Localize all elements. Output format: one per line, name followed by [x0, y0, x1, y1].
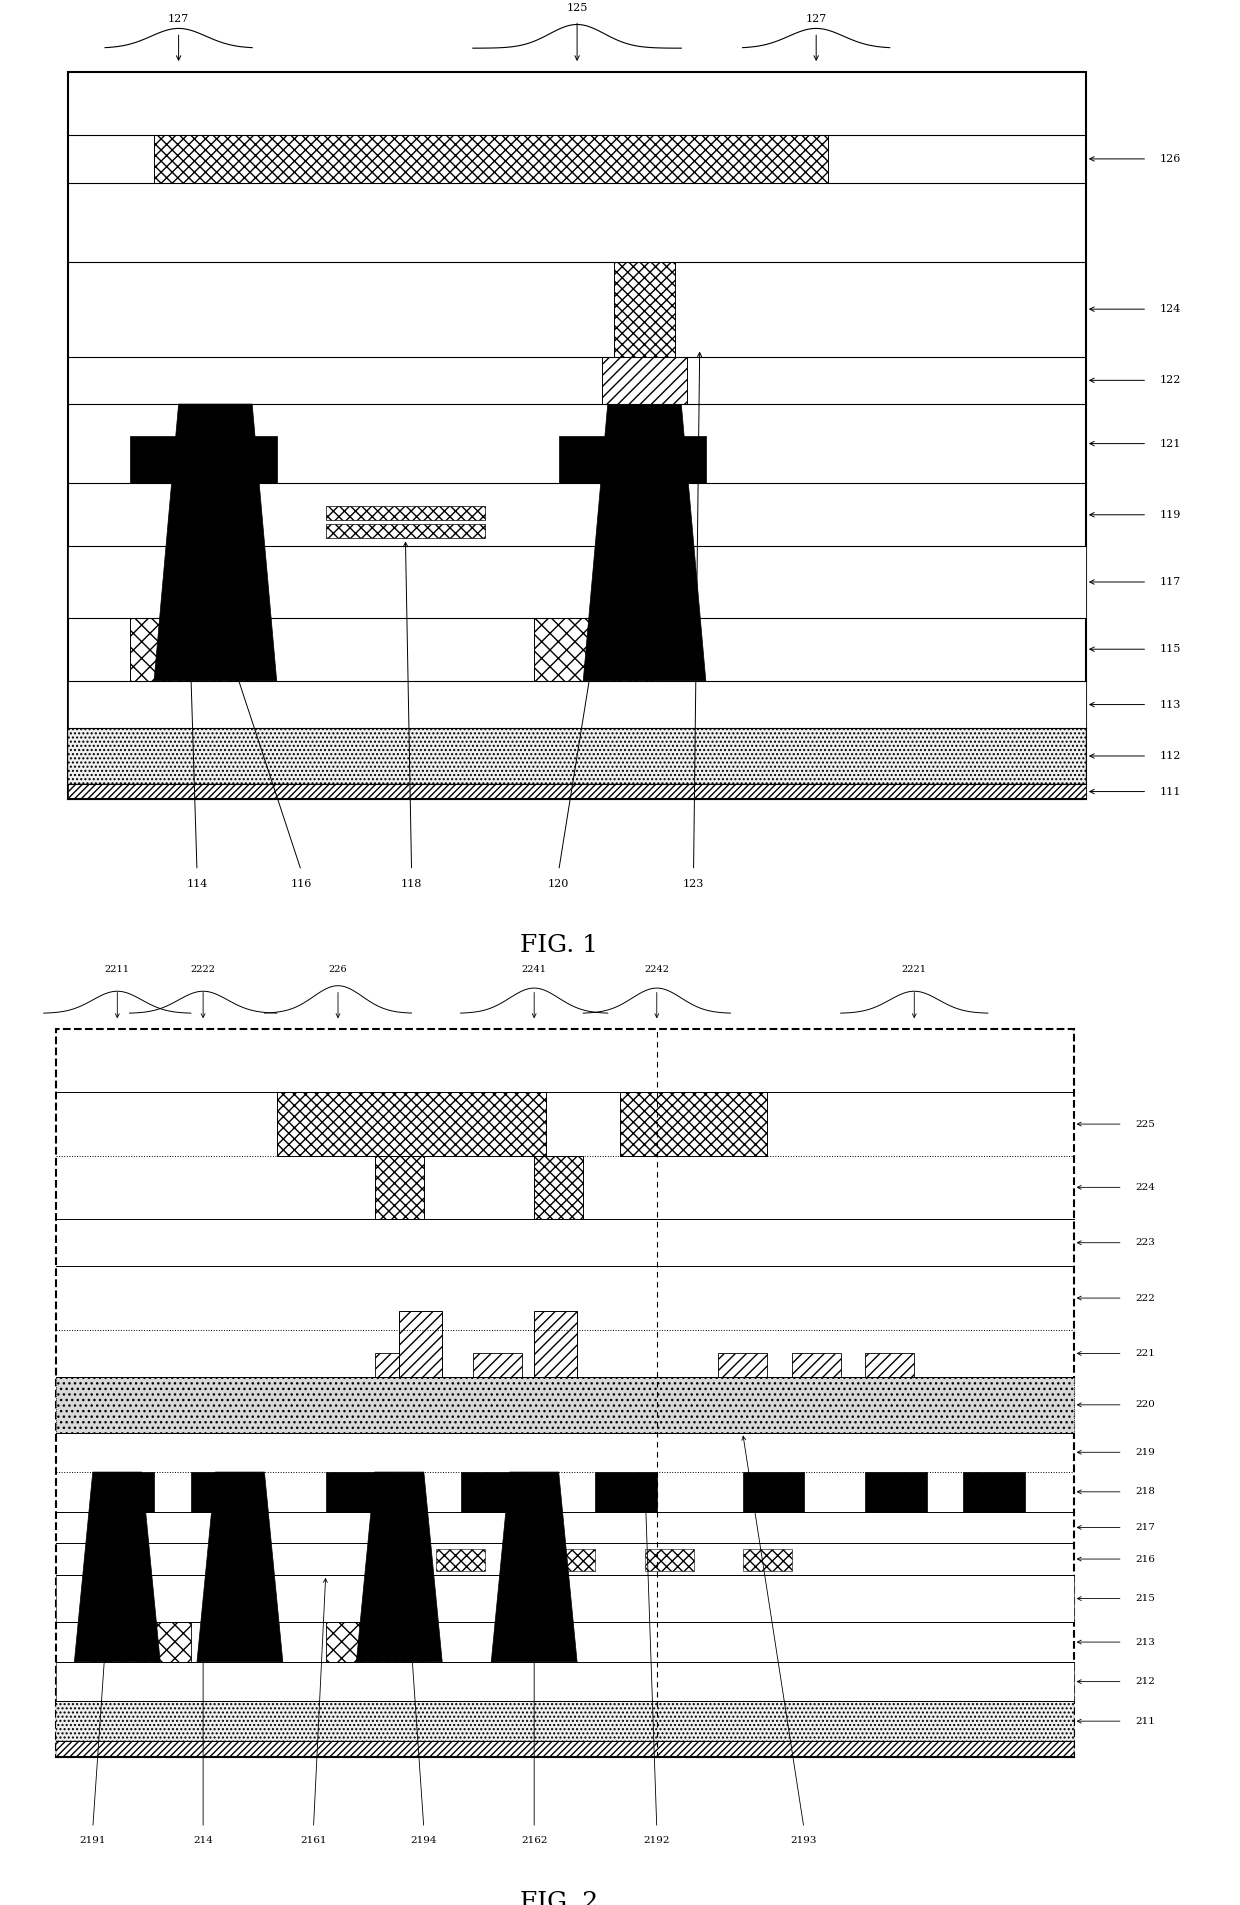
Bar [326, 524, 485, 539]
Text: 2211: 2211 [105, 964, 130, 973]
Bar [614, 261, 675, 356]
Bar [93, 1473, 154, 1511]
Bar [129, 436, 277, 484]
Text: 2161: 2161 [300, 1836, 326, 1844]
Text: 220: 220 [1135, 1400, 1154, 1410]
Bar [56, 1029, 1074, 1756]
Bar [595, 1473, 657, 1511]
Text: 211: 211 [1135, 1716, 1154, 1726]
Bar [547, 1549, 595, 1572]
Text: 2162: 2162 [521, 1836, 547, 1844]
Text: 121: 121 [1159, 438, 1180, 448]
Bar [866, 1473, 926, 1511]
Bar [93, 1623, 191, 1661]
Text: 120: 120 [548, 878, 569, 888]
Bar [791, 1353, 841, 1377]
Bar [534, 1311, 577, 1377]
Bar [68, 728, 1086, 783]
Text: 214: 214 [193, 1836, 213, 1844]
Bar [68, 72, 1086, 800]
Bar [460, 1473, 522, 1511]
Text: 118: 118 [401, 878, 423, 888]
Text: 114: 114 [186, 878, 207, 888]
Text: 224: 224 [1135, 1183, 1154, 1193]
Bar [534, 1156, 583, 1219]
Bar [436, 1549, 485, 1572]
Text: 112: 112 [1159, 751, 1180, 760]
Text: 115: 115 [1159, 644, 1180, 653]
Text: 215: 215 [1135, 1594, 1154, 1604]
Bar [374, 1353, 424, 1377]
Bar [68, 783, 1086, 800]
Text: 226: 226 [329, 964, 347, 973]
Text: 113: 113 [1159, 699, 1180, 709]
Text: 2241: 2241 [522, 964, 547, 973]
Text: 2242: 2242 [645, 964, 670, 973]
Bar [743, 1473, 804, 1511]
Bar [718, 1353, 768, 1377]
Polygon shape [491, 1473, 577, 1661]
Text: 2221: 2221 [901, 964, 926, 973]
Text: 116: 116 [290, 878, 312, 888]
Bar [326, 507, 485, 520]
Polygon shape [583, 404, 706, 680]
Bar [56, 1377, 1074, 1433]
Bar [154, 135, 828, 183]
Bar [620, 1092, 768, 1156]
Bar [326, 1623, 424, 1661]
Text: 125: 125 [567, 2, 588, 13]
Bar [534, 617, 657, 680]
Text: 225: 225 [1135, 1120, 1154, 1128]
Bar [374, 1156, 424, 1219]
Text: 222: 222 [1135, 1293, 1154, 1303]
Polygon shape [154, 404, 277, 680]
Text: 2193: 2193 [791, 1836, 817, 1844]
Text: 219: 219 [1135, 1448, 1154, 1457]
Text: FIG. 1: FIG. 1 [520, 933, 598, 956]
Bar [601, 356, 687, 404]
Bar [277, 1092, 547, 1156]
Bar [743, 1549, 791, 1572]
Bar [56, 1701, 1074, 1741]
Bar [68, 547, 1086, 617]
Text: 221: 221 [1135, 1349, 1154, 1358]
Text: 213: 213 [1135, 1638, 1154, 1646]
Bar [56, 1575, 1074, 1623]
Bar [68, 680, 1086, 728]
Polygon shape [197, 1473, 283, 1661]
Text: 212: 212 [1135, 1676, 1154, 1686]
Bar [472, 1353, 522, 1377]
Bar [645, 1549, 693, 1572]
Bar [963, 1473, 1024, 1511]
Text: FIG. 2: FIG. 2 [520, 1892, 598, 1905]
Text: 2222: 2222 [191, 964, 216, 973]
Bar [559, 436, 706, 484]
Bar [56, 1377, 1074, 1433]
Text: 127: 127 [167, 15, 190, 25]
Polygon shape [356, 1473, 443, 1661]
Polygon shape [74, 1473, 160, 1661]
Text: 122: 122 [1159, 375, 1180, 385]
Text: 216: 216 [1135, 1554, 1154, 1564]
Bar [191, 1473, 252, 1511]
Text: 119: 119 [1159, 511, 1180, 520]
Text: 127: 127 [806, 15, 827, 25]
Bar [56, 1661, 1074, 1701]
Bar [399, 1311, 443, 1377]
Bar [56, 1741, 1074, 1756]
Text: 124: 124 [1159, 305, 1180, 314]
Bar [129, 617, 252, 680]
Text: 218: 218 [1135, 1488, 1154, 1495]
Text: 123: 123 [683, 878, 704, 888]
Text: 2194: 2194 [410, 1836, 436, 1844]
Bar [326, 1473, 387, 1511]
Text: 2191: 2191 [79, 1836, 107, 1844]
Text: 217: 217 [1135, 1522, 1154, 1532]
Text: 2192: 2192 [644, 1836, 670, 1844]
Text: 111: 111 [1159, 787, 1180, 796]
Bar [866, 1353, 914, 1377]
Text: 223: 223 [1135, 1238, 1154, 1248]
Text: 126: 126 [1159, 154, 1180, 164]
Text: 117: 117 [1159, 577, 1180, 587]
